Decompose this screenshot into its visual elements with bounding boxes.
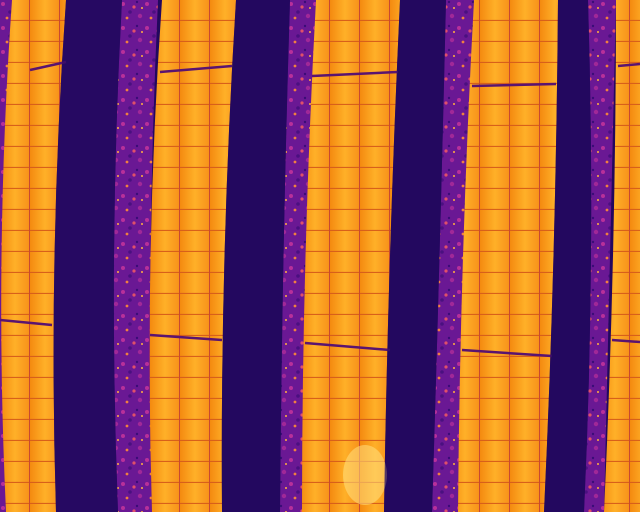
solar-panel-row [458,0,558,512]
solar-panel-row [1,0,67,512]
separator [471,82,557,88]
separator [311,70,399,78]
vegetation-strip [584,0,616,512]
vegetation-strip [280,0,316,512]
separator [461,348,553,358]
gap [221,0,290,512]
separator [617,62,640,68]
separator [0,318,53,327]
solar-panel-row [302,0,400,512]
gap [53,0,122,512]
hot-spot [343,445,387,505]
vegetation-strip [113,0,158,512]
separator [159,64,233,74]
separator [29,60,67,72]
gap [384,0,446,512]
solar-panel-row [604,0,640,512]
solar-panel-row [149,0,236,512]
separator [611,338,640,344]
panel-separators [0,60,640,358]
vegetation-strip [432,0,474,512]
separator [304,341,391,352]
gap [544,0,592,512]
separator [149,333,223,342]
